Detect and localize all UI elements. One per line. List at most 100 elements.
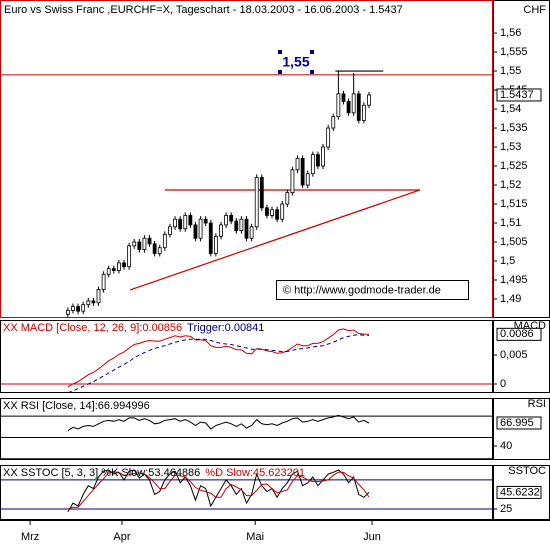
y-tick-label: 1,495: [500, 274, 528, 286]
series-line: [67, 328, 370, 388]
candle-body: [208, 222, 213, 254]
candle-body: [259, 177, 264, 209]
y-tick-label: 1,525: [500, 160, 528, 172]
candle-body: [244, 218, 249, 239]
y-tick-label: 1,54: [500, 103, 521, 115]
plot-area: [1, 70, 492, 317]
candle-body: [300, 158, 305, 186]
legend-entry: Trigger:0.00841: [187, 322, 264, 334]
y-tick-label: 1,56: [500, 27, 521, 39]
y-tick-label: 1,51: [500, 217, 521, 229]
y-tick-label: 1,535: [500, 122, 528, 134]
candle-body: [290, 169, 295, 194]
candle-body: [101, 273, 106, 290]
candle-body: [86, 300, 91, 306]
candle-body: [183, 215, 188, 230]
candle-body: [295, 158, 300, 171]
axis-label: RSI: [528, 398, 546, 410]
chart-title: Euro vs Swiss Franc ,EURCHF=X, Tageschar…: [4, 4, 403, 16]
plot-area: [1, 469, 492, 513]
candle-body: [96, 289, 101, 304]
legend-entry: XX RSI [Close, 14]:66.994996: [3, 400, 150, 412]
y-tick-label: 0: [500, 378, 506, 390]
candle-body: [132, 241, 137, 247]
candle-body: [239, 218, 244, 232]
panel-frame: [0, 320, 493, 393]
candle-body: [254, 177, 259, 228]
y-tick-label: 1,555: [500, 46, 528, 58]
selection-handle: [278, 50, 282, 54]
copyright-box: [276, 280, 469, 300]
axis-label: SSTOC: [508, 465, 546, 477]
candle-body: [111, 268, 116, 271]
candle-body: [81, 304, 86, 312]
current-value-box: [496, 485, 542, 499]
candle-body: [122, 262, 126, 268]
candle-body: [310, 154, 315, 175]
series-line: [67, 414, 370, 432]
y-tick-label: 1,515: [500, 198, 528, 210]
candle-body: [351, 93, 356, 114]
current-value-label: 1.5437: [500, 89, 534, 101]
y-tick-label: 1,49: [500, 293, 521, 305]
candle-body: [213, 235, 218, 254]
y-tick-label: 1,505: [500, 236, 528, 248]
current-value-label: 0.0086: [500, 328, 534, 340]
candle-body: [157, 247, 162, 254]
y-tick-label: 40: [500, 440, 512, 452]
candle-body: [188, 215, 193, 226]
panel-frame: [0, 0, 493, 318]
selection-handle: [310, 50, 314, 54]
y-tick-label: 1,5: [500, 255, 515, 267]
candle-body: [321, 146, 325, 167]
candle-body: [106, 268, 111, 275]
candle-body: [203, 218, 208, 224]
annotation-label: 1,55: [282, 54, 309, 70]
series-line: [68, 334, 370, 392]
candle-body: [162, 234, 167, 249]
candle-body: [152, 243, 157, 254]
candle-body: [91, 300, 96, 304]
y-tick-label: 1,52: [500, 179, 521, 191]
candle-body: [270, 209, 274, 216]
current-value-box: [496, 416, 542, 430]
legend-entry: XX MACD [Close, 12, 26, 9]:0.00856: [3, 322, 182, 334]
x-tick-label: Mai: [246, 531, 264, 543]
y-tick-label: 1,53: [500, 141, 521, 153]
candle-body: [346, 101, 351, 114]
current-value-box: [496, 327, 542, 341]
candle-body: [285, 192, 290, 205]
candle-body: [331, 116, 336, 129]
candle-body: [117, 262, 121, 271]
y-tick-label: 1,55: [500, 65, 521, 77]
current-value-label: 45.6232: [500, 486, 540, 498]
trend-line: [129, 189, 421, 291]
candle-body: [280, 203, 285, 220]
candle-body: [142, 237, 147, 251]
candle-body: [198, 218, 203, 239]
candle-body: [341, 93, 346, 102]
panel-frame: [0, 465, 493, 520]
selection-handle: [278, 70, 282, 74]
candle-body: [127, 245, 132, 268]
y-tick-label: 0,005: [500, 349, 528, 361]
candle-body: [71, 306, 75, 311]
legend-entry: XX SSTOC [5, 3, 3] %K Slow:53.464886: [3, 467, 200, 479]
panel-frame: [0, 398, 493, 460]
x-tick-label: Jun: [363, 531, 381, 543]
candle-body: [224, 215, 228, 226]
candle-body: [367, 94, 371, 106]
candle-body: [326, 127, 331, 148]
x-tick-label: Mrz: [21, 531, 39, 543]
candle-body: [193, 224, 198, 239]
series-line: [67, 471, 370, 510]
x-tick-label: Apr: [113, 531, 130, 543]
candle-body: [316, 154, 320, 167]
plot-area: [1, 328, 492, 392]
candle-body: [219, 224, 223, 237]
candle-body: [137, 241, 142, 251]
current-value-label: 66.995: [500, 417, 534, 429]
y-tick-label: 25: [500, 503, 512, 515]
candle-body: [265, 207, 269, 216]
